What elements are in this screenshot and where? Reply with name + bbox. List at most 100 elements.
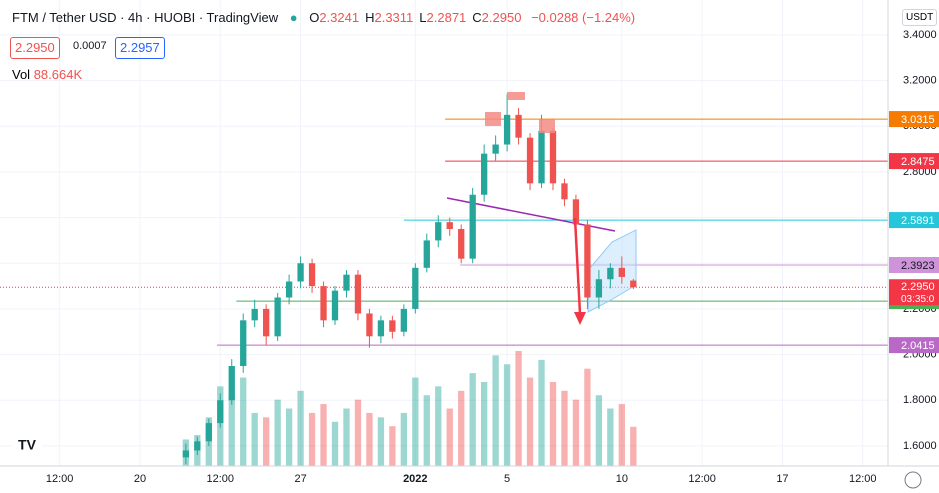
candle-body [538,130,545,184]
candle-body [320,286,327,321]
ohlc-value: 2.3241 [319,10,360,25]
candle-body [549,130,557,184]
volume-bar [251,412,258,466]
volume-bar [285,408,293,466]
x-tick-label: 2022 [403,473,427,485]
x-tick-label: 27 [294,473,306,485]
volume-bar [320,404,327,466]
volume-bar [423,395,430,466]
volume-bar [366,412,373,466]
price-scale [888,0,939,466]
candle-body [217,400,224,424]
y-tick-label: 1.6000 [903,440,937,452]
candle-body [469,194,476,259]
volume-bar [263,417,270,466]
candle-body [412,267,419,309]
volume-bar [377,417,385,466]
x-tick-label: 10 [616,473,628,485]
volume-bar [274,399,281,466]
volume-bar [389,426,396,466]
spread: 0.0007 [73,40,107,52]
volume-bar [572,399,580,466]
volume-bar [240,377,247,466]
change: −0.0288 (−1.24%) [531,10,636,25]
ohlc-key: H [365,10,375,25]
candle-body [618,267,625,277]
target-arrow [573,217,582,315]
candle-body [297,263,304,282]
y-tick-label: 3.2000 [903,75,937,87]
shoulder-marker [539,119,555,133]
candle-body [377,320,385,337]
settings-icon[interactable] [904,471,922,489]
volume-bar [354,399,362,466]
level-label-bg [889,257,939,274]
ohlc-key: O [309,10,320,25]
candle-body [343,274,350,291]
volume-bar [400,412,407,466]
volume-bar [412,377,419,466]
volume-bar [526,377,534,466]
volume-bar [446,408,453,466]
candle-body [526,137,534,184]
ohlc-key: L [419,10,427,25]
candle-body [595,279,603,298]
bid-button[interactable]: 2.2950 [10,37,60,59]
ohlc-value: 2.2950 [481,10,522,25]
volume-bar [618,404,625,466]
candle-body [194,441,201,451]
volume-bar [331,421,339,466]
candle-body [458,229,465,259]
candle-body [630,280,637,288]
last-price-bg [889,279,939,306]
volume-bar [297,390,304,466]
volume-bar [515,351,522,466]
symbol-title[interactable]: FTM / Tether USD · 4h · HUOBI · TradingV… [12,10,279,25]
x-tick-label: 12:00 [207,473,235,485]
candle-body [205,423,212,442]
volume-value: 88.664K [33,67,83,82]
x-tick-label: 12:00 [46,473,74,485]
candle-body [263,308,270,337]
candle-body [354,274,362,314]
volume-bar [228,395,235,466]
level-label-bg [889,337,939,354]
volume-bar [343,408,350,466]
volume-bar [481,381,488,466]
x-tick-label: 12:00 [849,473,877,485]
volume-label: Vol [12,67,31,82]
y-tick-label: 1.8000 [903,394,937,406]
head-marker [507,92,525,100]
volume-bar [458,390,465,466]
candle-body [182,450,190,458]
header: FTM / Tether USD · 4h · HUOBI · TradingV… [12,10,635,25]
candle-body [561,183,568,200]
volume-bar [584,368,591,466]
countdown: 03:35:0 [901,294,935,305]
ohlc-key: C [472,10,482,25]
last-price-label: 2.2950 [901,281,935,293]
candle-body [446,222,453,230]
level-label: 2.8475 [901,156,935,168]
ask-button[interactable]: 2.2957 [115,37,165,59]
volume-legend: Vol 88.664K [12,67,82,82]
tv-logo: TV [12,434,42,456]
volume-bar [630,426,637,466]
ohlc: O2.3241 H2.3311 L2.2871 C2.2950 [309,10,527,25]
candle-body [492,144,499,154]
candle-body [240,320,247,366]
x-tick-label: 20 [134,473,146,485]
level-label: 2.0415 [901,340,935,352]
candle-body [389,320,396,332]
candle-body [503,114,511,145]
candle-body [515,114,522,138]
volume-bar [492,355,499,466]
volume-bar [435,386,442,466]
volume-bar [607,408,614,466]
level-label-bg [889,212,939,229]
currency-button[interactable]: USDT [902,9,938,26]
volume-bar [561,390,568,466]
candle-body [308,263,316,287]
